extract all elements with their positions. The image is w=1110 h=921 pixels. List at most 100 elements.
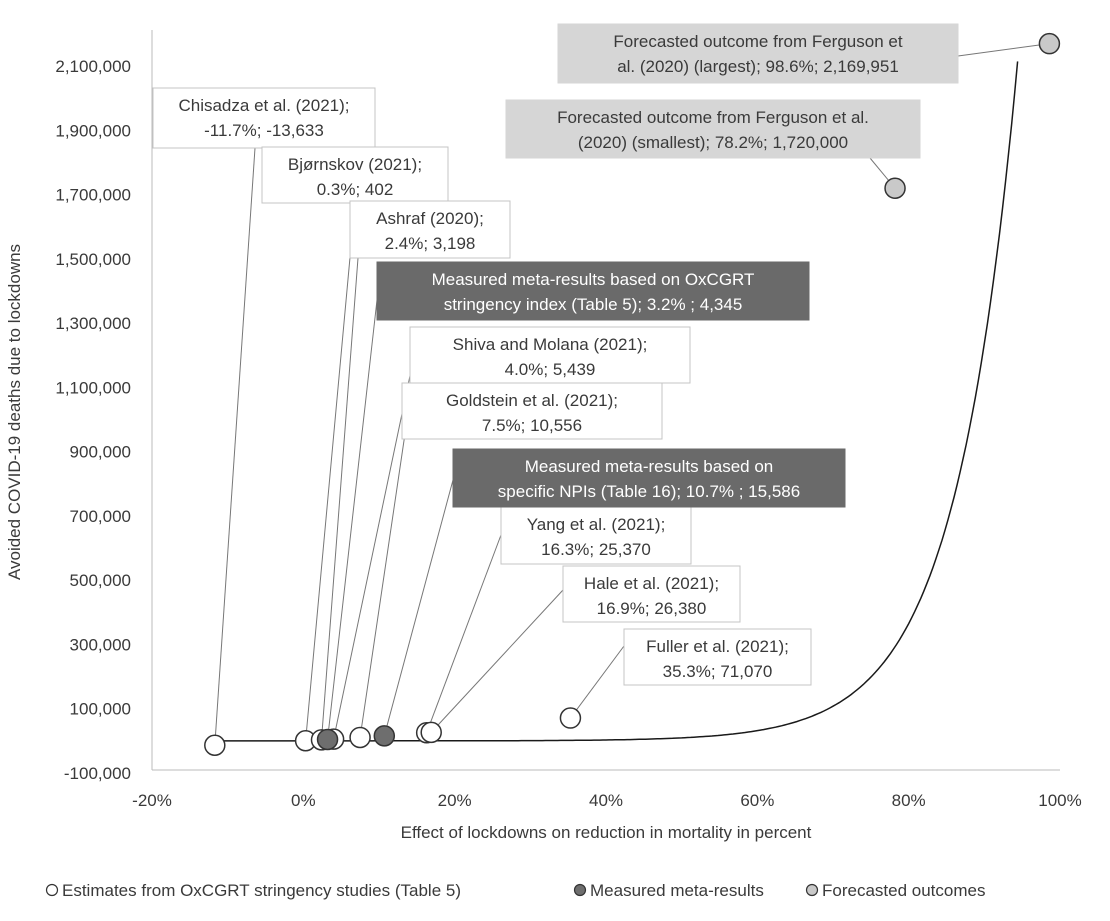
annotation-text: -11.7%; -13,633 [204, 121, 324, 140]
annotation-box: Yang et al. (2021); 16.3%; 25,370 [500, 506, 692, 565]
annotation-box-bg [376, 261, 810, 321]
annotation-box: Forecasted outcome from Ferguson et al. (… [505, 99, 921, 159]
annotation-box: Bjørnskov (2021); 0.3%; 402 [261, 146, 449, 204]
annotation-box-bg [401, 382, 663, 440]
annotation-leader [320, 257, 359, 740]
annotation-leader [426, 534, 502, 733]
x-axis-ticks: -20% 0% 20% 40% 60% 80% 100% [132, 791, 1082, 810]
annotation-text: Fuller et al. (2021); [646, 637, 789, 656]
annotation-text: al. (2020) (largest); 98.6%; 2,169,951 [617, 57, 899, 76]
annotation-text: 7.5%; 10,556 [482, 416, 582, 435]
annotation-box: Chisadza et al. (2021); -11.7%; -13,633 [152, 87, 376, 149]
annotation-text: stringency index (Table 5); 3.2% ; 4,345 [444, 295, 743, 314]
annotation-box: Goldstein et al. (2021); 7.5%; 10,556 [401, 382, 663, 440]
annotation-text: Measured meta-results based on OxCGRT [432, 270, 755, 289]
annotation-box-bg [562, 565, 741, 623]
annotation-box-bg [152, 87, 376, 149]
y-tick-label: -100,000 [64, 764, 131, 783]
annotation-leader [359, 399, 411, 738]
annotation-text: 4.0%; 5,439 [505, 360, 596, 379]
data-point-estimate [420, 721, 442, 744]
data-point-estimate [349, 726, 371, 749]
annotation-text: Chisadza et al. (2021); [178, 96, 349, 115]
data-points [204, 32, 1061, 756]
x-axis-title: Effect of lockdowns on reduction in mort… [401, 823, 812, 842]
annotation-leader [957, 43, 1050, 57]
annotation-boxes: Chisadza et al. (2021); -11.7%; -13,633 Bj… [152, 23, 959, 686]
data-point-meta [373, 725, 396, 747]
y-tick-label: 900,000 [70, 443, 131, 462]
y-axis-ticks: -100,000 100,000 300,000 500,000 700,000 900,… [55, 57, 131, 783]
data-point-estimate [204, 734, 226, 756]
annotation-text: Forecasted outcome from Ferguson et [613, 32, 902, 51]
annotation-text: Measured meta-results based on [525, 457, 774, 476]
annotation-text: (2020) (smallest); 78.2%; 1,720,000 [578, 133, 848, 152]
y-tick-label: 1,300,000 [55, 314, 131, 333]
trend-curve [212, 61, 1019, 742]
annotation-text: Hale et al. (2021); [584, 574, 719, 593]
annotation-text: Bjørnskov (2021); [288, 155, 422, 174]
x-tick-label: 100% [1038, 791, 1081, 810]
legend-marker [573, 883, 587, 897]
annotation-leader [214, 147, 256, 746]
annotation-leader [333, 351, 416, 740]
data-point-meta [316, 728, 339, 751]
annotation-box-bg [409, 326, 691, 384]
axes [151, 30, 1060, 771]
annotation-text: 16.9%; 26,380 [597, 599, 707, 618]
annotation-box: Measured meta-results based on specific N… [452, 448, 846, 508]
annotation-leaders [214, 43, 1050, 746]
annotation-leader [327, 299, 378, 740]
annotation-box-bg [349, 200, 511, 259]
y-tick-label: 1,500,000 [55, 250, 131, 269]
annotation-leader [570, 645, 625, 719]
annotation-text: 0.3%; 402 [317, 180, 394, 199]
legend: Estimates from OxCGRT stringency studies… [45, 881, 985, 900]
annotation-leader [305, 202, 356, 741]
annotation-box: Shiva and Molana (2021); 4.0%; 5,439 [409, 326, 691, 384]
annotation-box: Fuller et al. (2021); 35.3%; 71,070 [623, 628, 812, 686]
data-point-forecast [1038, 32, 1061, 55]
annotation-leader [383, 479, 454, 736]
legend-label: Measured meta-results [590, 881, 764, 900]
annotation-leader [430, 589, 564, 733]
legend-label: Estimates from OxCGRT stringency studies… [62, 881, 461, 900]
annotation-text: 35.3%; 71,070 [663, 662, 773, 681]
y-tick-label: 1,700,000 [55, 186, 131, 205]
annotation-box: Hale et al. (2021); 16.9%; 26,380 [562, 565, 741, 623]
y-axis-title: Avoided COVID-19 deaths due to lockdowns [5, 244, 24, 580]
annotation-box-bg [557, 23, 959, 84]
annotation-box-bg [623, 628, 812, 686]
y-tick-label: 2,100,000 [55, 57, 131, 76]
annotation-box: Measured meta-results based on OxCGRT str… [376, 261, 810, 321]
legend-marker [805, 883, 819, 897]
y-tick-label: 1,100,000 [55, 378, 131, 397]
annotation-text: 2.4%; 3,198 [385, 234, 476, 253]
annotation-text: specific NPIs (Table 16); 10.7% ; 15,586 [498, 482, 800, 501]
annotation-box-bg [452, 448, 846, 508]
y-tick-label: 1,900,000 [55, 121, 131, 140]
legend-label: Forecasted outcomes [822, 881, 985, 900]
annotation-text: Yang et al. (2021); [527, 515, 666, 534]
y-tick-label: 500,000 [70, 571, 131, 590]
x-tick-label: 40% [589, 791, 623, 810]
annotation-text: 16.3%; 25,370 [541, 540, 651, 559]
y-tick-label: 700,000 [70, 507, 131, 526]
y-tick-label: 100,000 [70, 700, 131, 719]
annotation-box: Forecasted outcome from Ferguson et al. (… [557, 23, 959, 84]
y-tick-label: 300,000 [70, 635, 131, 654]
annotation-text: Shiva and Molana (2021); [453, 335, 648, 354]
legend-marker [45, 883, 59, 897]
annotation-text: Forecasted outcome from Ferguson et al. [557, 108, 869, 127]
x-tick-label: 20% [438, 791, 472, 810]
annotation-box-bg [261, 146, 449, 204]
x-tick-label: -20% [132, 791, 172, 810]
data-point-estimate [559, 707, 582, 729]
annotation-text: Ashraf (2020); [376, 209, 484, 228]
x-tick-label: 60% [740, 791, 774, 810]
annotation-box-bg [500, 506, 692, 565]
data-point-forecast [884, 177, 906, 199]
annotation-box-bg [505, 99, 921, 159]
annotation-text: Goldstein et al. (2021); [446, 391, 618, 410]
